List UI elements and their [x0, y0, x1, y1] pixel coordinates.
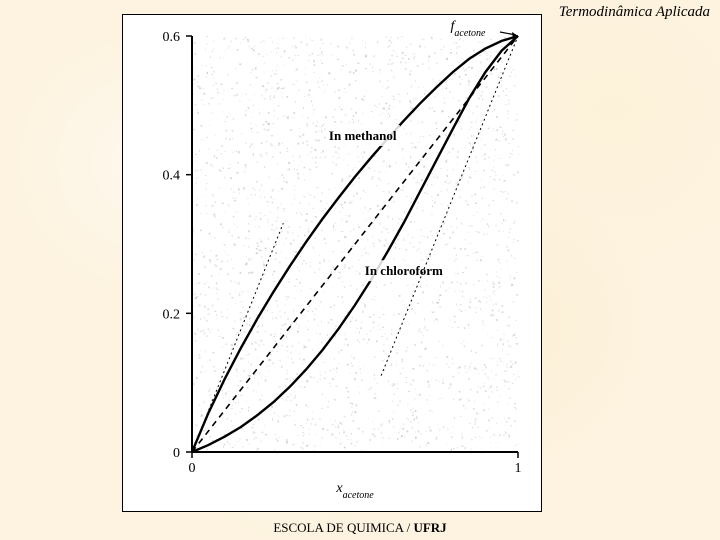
footer: ESCOLA DE QUIMICA / UFRJ: [273, 520, 446, 536]
svg-text:0: 0: [173, 446, 180, 461]
footer-ufrj: UFRJ: [413, 520, 446, 535]
svg-text:In methanol: In methanol: [329, 128, 397, 143]
svg-text:In chloroform: In chloroform: [365, 263, 443, 278]
svg-text:0.4: 0.4: [163, 169, 181, 184]
svg-text:0.6: 0.6: [163, 30, 181, 45]
svg-text:1: 1: [515, 461, 522, 476]
fugacity-chart: 00.20.40.601xacetonefacetoneIn methanolI…: [122, 14, 542, 512]
svg-text:0: 0: [189, 461, 196, 476]
page-header-title: Termodinâmica Aplicada: [559, 4, 710, 21]
svg-text:0.2: 0.2: [163, 307, 181, 322]
chart-container: 00.20.40.601xacetonefacetoneIn methanolI…: [122, 14, 542, 512]
footer-school: ESCOLA DE QUIMICA /: [273, 520, 413, 535]
